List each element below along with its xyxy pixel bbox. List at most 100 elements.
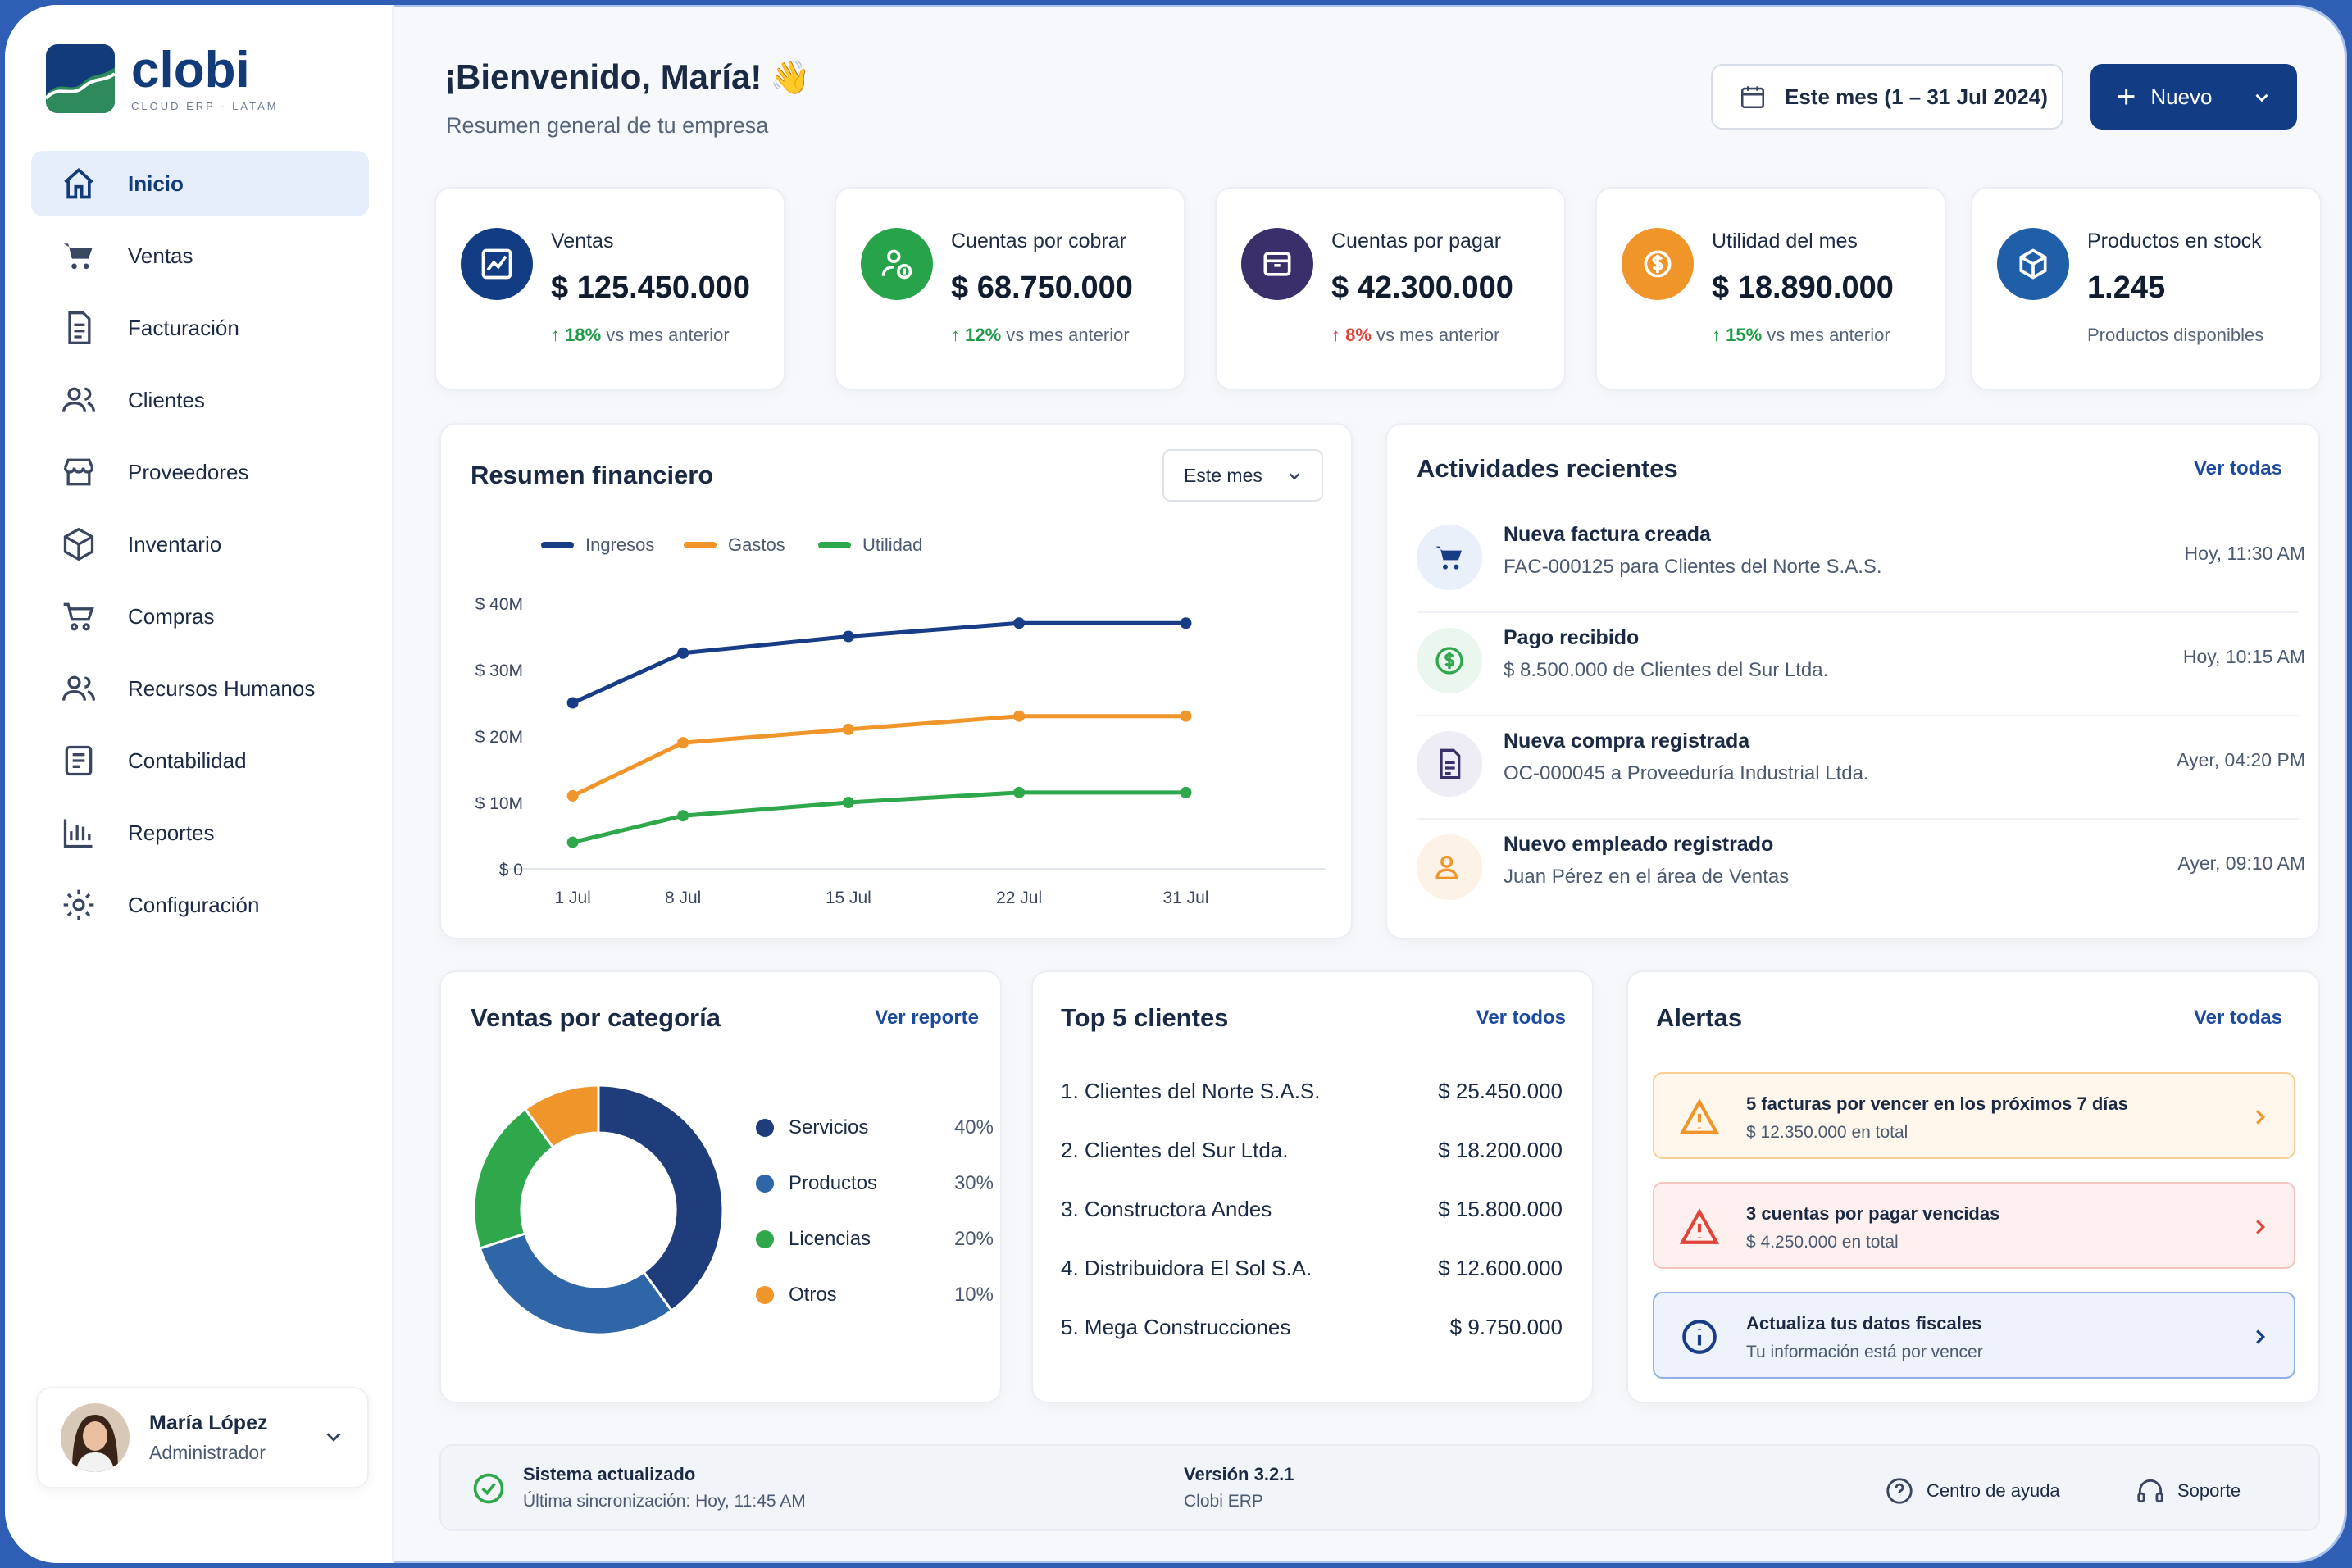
category-legend-item: Servicios 40% [756, 1116, 994, 1139]
data-point-gastos[interactable] [566, 789, 579, 802]
alerts-card: Alertas Ver todas 5 facturas por vencer … [1626, 970, 2320, 1403]
kpi-label: Ventas [551, 230, 614, 252]
alert-invoices-due[interactable]: 5 facturas por vencer en los próximos 7 … [1653, 1072, 2295, 1159]
sidebar-item-contabilidad[interactable]: Contabilidad [31, 728, 369, 793]
sidebar-item-ventas[interactable]: Ventas [31, 223, 369, 289]
sidebar-item-compras[interactable]: Compras [31, 584, 369, 649]
data-point-gastos[interactable] [1180, 710, 1192, 722]
user-role: Administrador [149, 1442, 266, 1463]
category-pct: 40% [953, 1116, 994, 1139]
data-point-utilidad[interactable] [1013, 786, 1026, 798]
activities-title: Actividades recientes [1417, 454, 1678, 483]
activity-item[interactable]: Nueva compra registrada OC-000045 a Prov… [1417, 715, 2305, 818]
top-clients-see-all-link[interactable]: Ver todos [1476, 1007, 1566, 1029]
data-point-gastos[interactable] [1013, 710, 1026, 722]
kpi-icon-bg [1622, 228, 1694, 300]
app-logo[interactable]: clobi CLOUD ERP · LATAM [46, 44, 279, 113]
data-point-ingresos[interactable] [1180, 617, 1192, 629]
donut-slice-servicios[interactable] [597, 1084, 725, 1313]
donut-slice-otros[interactable] [523, 1084, 600, 1150]
chevron-down-icon [326, 1433, 341, 1442]
client-row[interactable]: 1. Clientes del Norte S.A.S. $ 25.450.000 [1061, 1079, 1563, 1104]
sidebar-item-clientes[interactable]: Clientes [31, 367, 369, 433]
activity-subtitle: $ 8.500.000 de Clientes del Sur Ltda. [1504, 659, 1829, 681]
sidebar-item-reportes[interactable]: Reportes [31, 800, 369, 866]
data-point-utilidad[interactable] [1180, 786, 1192, 798]
alerts-title: Alertas [1656, 1003, 1743, 1032]
version-title: Versión 3.2.1 [1184, 1464, 1294, 1484]
category-name: Productos [789, 1172, 878, 1194]
alerts-see-all-link[interactable]: Ver todas [2193, 1007, 2282, 1029]
data-point-utilidad[interactable] [677, 810, 689, 822]
sidebar-item-configuracion[interactable]: Configuración [31, 872, 369, 938]
donut-slice-productos[interactable] [478, 1232, 674, 1336]
client-row[interactable]: 3. Constructora Andes $ 15.800.000 [1061, 1197, 1563, 1222]
help-center-link[interactable]: Centro de ayuda [1884, 1475, 2060, 1507]
kpi-card-cuentas-pagar[interactable]: Cuentas por pagar $ 42.300.000 ↑ 8% vs m… [1215, 187, 1566, 390]
data-point-ingresos[interactable] [1013, 617, 1026, 629]
version-subtitle: Clobi ERP [1184, 1492, 1263, 1511]
dollar-coin-icon [1644, 250, 1672, 278]
kpi-card-stock[interactable]: Productos en stock 1.245 Productos dispo… [1971, 187, 2322, 390]
kpi-card-cuentas-cobrar[interactable]: Cuentas por cobrar $ 68.750.000 ↑ 12% vs… [835, 187, 1185, 390]
cart-outline-icon [63, 602, 94, 631]
alert-fiscal-data[interactable]: Actualiza tus datos fiscales Tu informac… [1653, 1292, 2295, 1379]
team-icon [62, 675, 95, 701]
client-name: 2. Clientes del Sur Ltda. [1061, 1138, 1289, 1162]
activity-item[interactable]: Pago recibido $ 8.500.000 de Clientes de… [1417, 611, 2305, 715]
new-button[interactable]: + Nuevo [2090, 64, 2297, 130]
data-point-gastos[interactable] [842, 723, 854, 735]
kpi-card-utilidad[interactable]: Utilidad del mes $ 18.890.000 ↑ 15% vs m… [1595, 187, 1946, 390]
financial-summary-card: Resumen financiero Este mes Ingresos Gas… [439, 423, 1353, 939]
legend-dot [756, 1230, 774, 1248]
ledger-icon [65, 745, 93, 776]
client-amount: $ 18.200.000 [1438, 1138, 1563, 1162]
user-menu[interactable]: María López Administrador [36, 1387, 369, 1488]
support-link[interactable]: Soporte [2135, 1475, 2241, 1507]
sidebar-item-inicio[interactable]: Inicio [31, 151, 369, 216]
sidebar-item-recursos-humanos[interactable]: Recursos Humanos [31, 656, 369, 721]
client-row[interactable]: 5. Mega Construcciones $ 9.750.000 [1061, 1315, 1563, 1340]
activities-see-all-link[interactable]: Ver todas [2193, 457, 2282, 479]
data-point-utilidad[interactable] [842, 797, 854, 808]
categories-report-link[interactable]: Ver reporte [875, 1007, 979, 1029]
date-range-button[interactable]: Este mes (1 – 31 Jul 2024) [1711, 64, 2063, 130]
kpi-label: Cuentas por pagar [1331, 230, 1502, 252]
legend-dot [756, 1286, 774, 1304]
data-point-utilidad[interactable] [566, 836, 579, 848]
bar-chart-icon [63, 819, 93, 848]
kpi-delta-value: 18% [565, 325, 602, 345]
data-point-gastos[interactable] [677, 737, 689, 749]
activity-icon-bg [1417, 525, 1482, 590]
sidebar-item-proveedores[interactable]: Proveedores [31, 439, 369, 505]
x-tick-label: 22 Jul [996, 889, 1042, 907]
activity-subtitle: Juan Pérez en el área de Ventas [1504, 866, 1790, 888]
data-point-ingresos[interactable] [566, 697, 579, 709]
arrow-up-icon: ↑ [1712, 325, 1726, 345]
sidebar-item-label: Compras [128, 603, 215, 629]
dollar-circle-icon [1435, 647, 1463, 675]
data-point-ingresos[interactable] [842, 630, 854, 643]
activity-item[interactable]: Nueva factura creada FAC-000125 para Cli… [1417, 508, 2305, 611]
period-select[interactable]: Este mes [1162, 449, 1323, 502]
sidebar-item-label: Clientes [128, 387, 205, 412]
kpi-delta: ↑ 18% vs mes anterior [551, 325, 730, 346]
kpi-card-ventas[interactable]: Ventas $ 125.450.000 ↑ 18% vs mes anteri… [434, 187, 785, 390]
client-name: 1. Clientes del Norte S.A.S. [1061, 1079, 1321, 1103]
activity-subtitle: FAC-000125 para Clientes del Norte S.A.S… [1504, 556, 1882, 578]
client-row[interactable]: 4. Distribuidora El Sol S.A. $ 12.600.000 [1061, 1256, 1563, 1281]
sidebar-item-facturacion[interactable]: Facturación [31, 295, 369, 361]
alert-overdue-payables[interactable]: 3 cuentas por pagar vencidas $ 4.250.000… [1653, 1182, 2295, 1269]
sidebar-item-inventario[interactable]: Inventario [31, 511, 369, 577]
legend-dot [756, 1175, 774, 1193]
activity-item[interactable]: Nuevo empleado registrado Juan Pérez en … [1417, 818, 2305, 921]
legend-dot [756, 1119, 774, 1137]
y-tick-label: $ 30M [475, 661, 523, 680]
data-point-ingresos[interactable] [677, 647, 689, 659]
danger-icon [1679, 1207, 1720, 1244]
client-amount: $ 15.800.000 [1438, 1197, 1563, 1221]
category-pct: 20% [953, 1228, 994, 1250]
client-row[interactable]: 2. Clientes del Sur Ltda. $ 18.200.000 [1061, 1138, 1563, 1163]
info-icon [1682, 1320, 1717, 1354]
activities-card: Actividades recientes Ver todas Nueva fa… [1385, 423, 2320, 939]
